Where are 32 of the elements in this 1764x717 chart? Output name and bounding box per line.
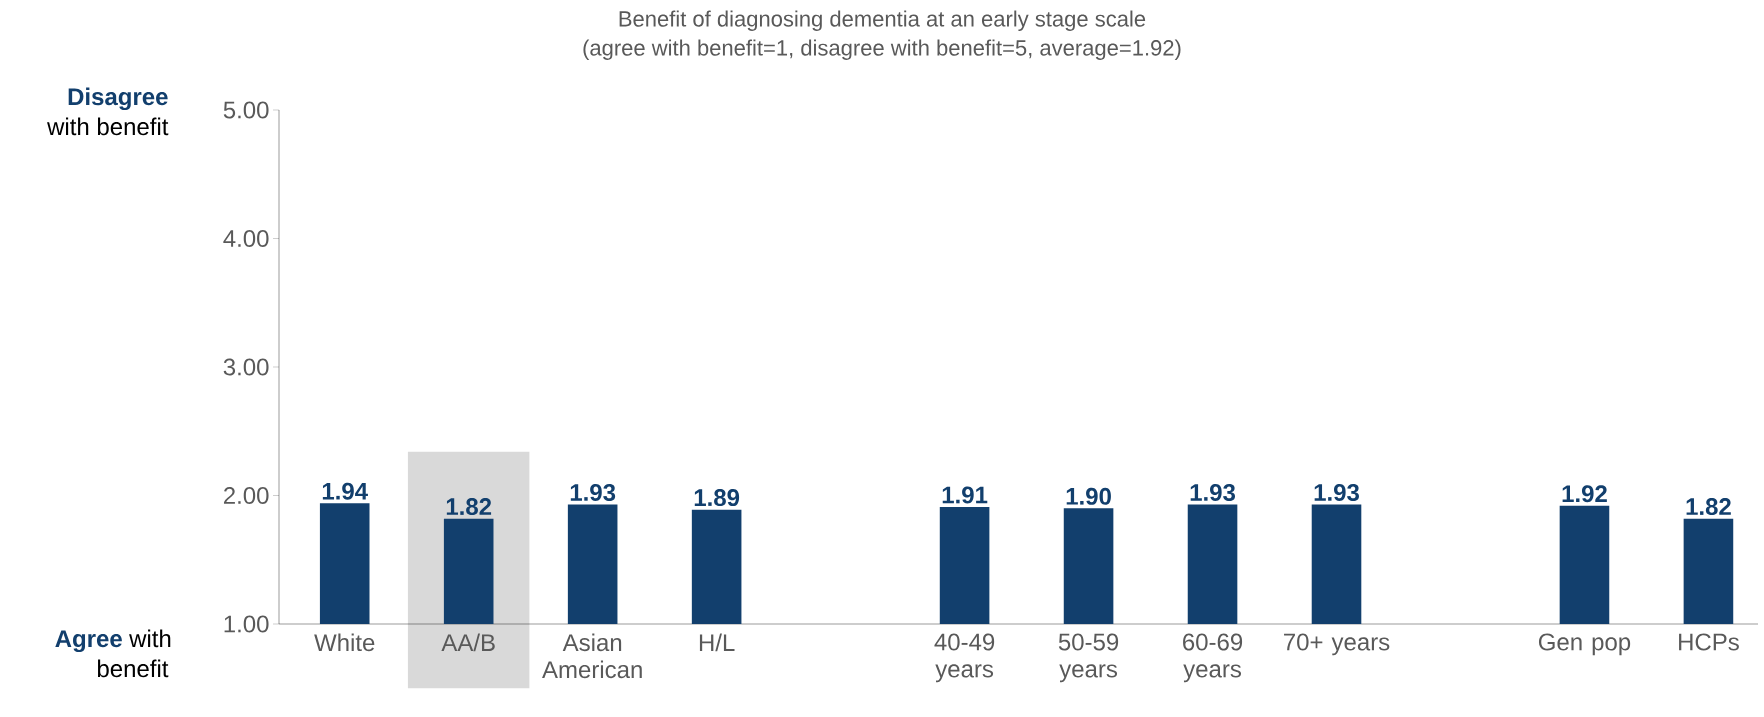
y-tick-label: 3.00 <box>223 358 269 376</box>
text: benefit <box>97 659 169 678</box>
text: Agree <box>55 630 122 653</box>
data-label: 1.82 <box>1686 498 1731 516</box>
data-label: 1.94 <box>322 482 368 500</box>
x-tick-label: Asian American <box>542 633 642 679</box>
text: with <box>129 629 171 648</box>
chart-subtitle: (agree with benefit=1, disagree with benefit=5, average=1.92) <box>583 39 1181 61</box>
data-label: 1.92 <box>1562 485 1607 503</box>
x-tick-label: 70+ years <box>1284 633 1390 656</box>
x-tick-label: 50-59 years <box>1058 633 1119 683</box>
y-tick-label: 5.00 <box>223 101 269 119</box>
data-label: 1.93 <box>570 483 616 501</box>
data-label: 1.82 <box>446 498 492 516</box>
data-label: 1.89 <box>694 489 740 507</box>
chart-title: Benefit of diagnosing dementia at an early stage scale <box>619 10 1146 32</box>
x-tick-label: AA/B <box>441 633 495 652</box>
y-tick-label: 2.00 <box>223 486 269 504</box>
x-tick-label: HCPs <box>1679 633 1739 651</box>
data-label: 1.91 <box>942 486 988 504</box>
y-tick-label: 1.00 <box>224 615 269 633</box>
y-tick-label: 4.00 <box>223 229 269 247</box>
x-tick-label: H/L <box>699 633 735 652</box>
data-label: 1.93 <box>1314 483 1359 501</box>
data-label: 1.93 <box>1190 483 1236 501</box>
data-label: 1.90 <box>1066 487 1111 505</box>
text: Disagree <box>68 87 168 111</box>
x-tick-label: White <box>314 633 375 652</box>
text: with benefit <box>47 117 169 136</box>
x-tick-label: 40-49 years <box>934 633 995 683</box>
x-tick-label: Gen pop <box>1538 633 1631 656</box>
x-tick-label: 60-69 years <box>1183 633 1243 683</box>
